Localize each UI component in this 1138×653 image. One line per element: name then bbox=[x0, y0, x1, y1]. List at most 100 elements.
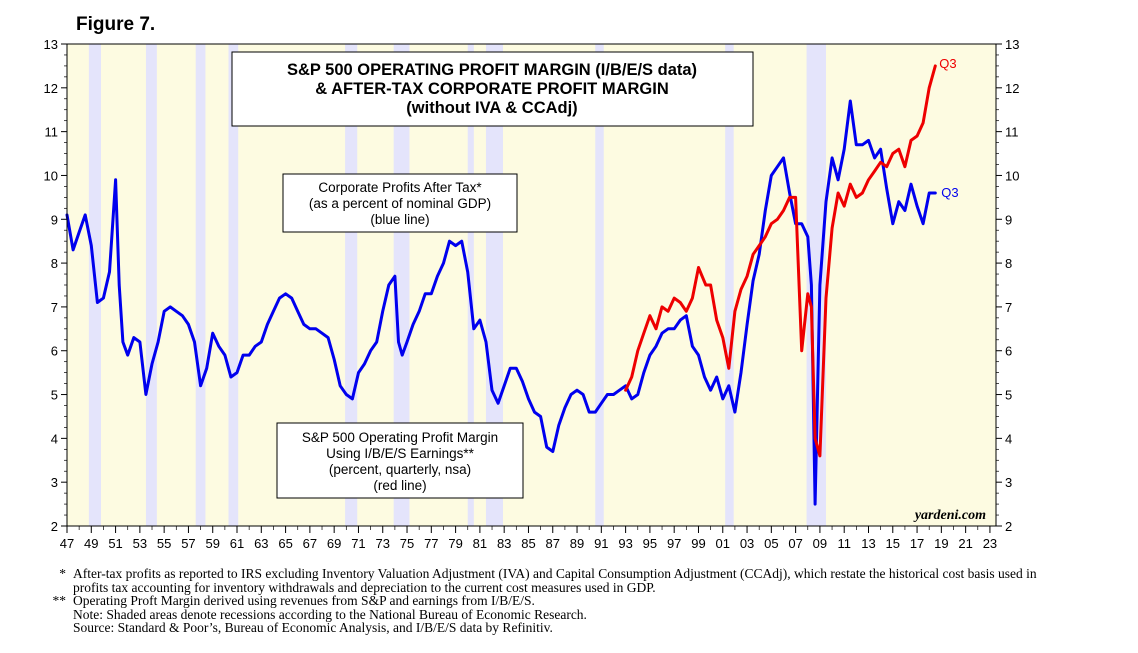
x-tick-label: 15 bbox=[886, 536, 900, 551]
x-tick-label: 55 bbox=[157, 536, 171, 551]
x-tick-label: 09 bbox=[813, 536, 827, 551]
x-tick-label: 89 bbox=[570, 536, 584, 551]
red-box-line-4: (red line) bbox=[373, 478, 426, 493]
y-tick-label-right: 6 bbox=[1005, 344, 1012, 359]
y-tick-label-right: 3 bbox=[1005, 475, 1012, 490]
footnote-4-mark bbox=[40, 621, 73, 635]
x-tick-label: 49 bbox=[84, 536, 98, 551]
x-tick-label: 07 bbox=[788, 536, 802, 551]
y-tick-label-right: 9 bbox=[1005, 212, 1012, 227]
recession-band-8 bbox=[595, 44, 604, 526]
x-tick-label: 67 bbox=[303, 536, 317, 551]
footnote-2: ** Operating Proft Margin derived using … bbox=[40, 594, 1040, 608]
y-tick-label-left: 6 bbox=[51, 344, 58, 359]
x-tick-label: 13 bbox=[861, 536, 875, 551]
x-tick-label: 85 bbox=[521, 536, 535, 551]
recession-band-2 bbox=[195, 44, 206, 526]
title-box: S&P 500 OPERATING PROFIT MARGIN (I/B/E/S… bbox=[231, 51, 754, 127]
red-annotation-box: S&P 500 Operating Profit Margin Using I/… bbox=[276, 422, 524, 499]
x-tick-label: 01 bbox=[716, 536, 730, 551]
footnotes: * After-tax profits as reported to IRS e… bbox=[40, 567, 1040, 635]
x-tick-label: 69 bbox=[327, 536, 341, 551]
blue-series-end-label: Q3 bbox=[941, 185, 958, 200]
y-tick-label-left: 4 bbox=[51, 431, 58, 446]
y-tick-label-left: 8 bbox=[51, 256, 58, 271]
x-tick-label: 77 bbox=[424, 536, 438, 551]
x-tick-label: 79 bbox=[448, 536, 462, 551]
x-tick-label: 47 bbox=[60, 536, 74, 551]
x-tick-label: 11 bbox=[837, 536, 851, 551]
recession-band-3 bbox=[228, 44, 239, 526]
x-tick-label: 81 bbox=[473, 536, 487, 551]
series-lines bbox=[65, 64, 937, 506]
y-tick-label-left: 10 bbox=[44, 168, 58, 183]
y-tick-label-right: 10 bbox=[1005, 168, 1019, 183]
recession-band-7 bbox=[485, 44, 503, 526]
footnote-1-text: After-tax profits as reported to IRS exc… bbox=[73, 566, 1037, 595]
x-tick-label: 91 bbox=[594, 536, 608, 551]
x-tick-label: 73 bbox=[376, 536, 390, 551]
y-tick-label-left: 5 bbox=[51, 388, 58, 403]
blue-box-line-2: (as a percent of nominal GDP) bbox=[309, 196, 491, 211]
y-tick-label-left: 12 bbox=[44, 81, 58, 96]
recession-band-4 bbox=[345, 44, 358, 526]
footnote-3-mark bbox=[40, 608, 73, 622]
footnote-4-text: Source: Standard & Poor’s, Bureau of Eco… bbox=[73, 620, 553, 635]
footnote-4: Source: Standard & Poor’s, Bureau of Eco… bbox=[40, 621, 1040, 635]
y-tick-label-right: 13 bbox=[1005, 37, 1019, 52]
plot-frame bbox=[66, 43, 997, 527]
watermark: yardeni.com bbox=[913, 508, 986, 523]
x-tick-label: 61 bbox=[230, 536, 244, 551]
red-box-line-2: Using I/B/E/S Earnings** bbox=[326, 446, 475, 461]
y-tick-label-left: 2 bbox=[51, 519, 58, 534]
footnote-3: Note: Shaded areas denote recessions acc… bbox=[40, 606, 1040, 622]
red-box-line-1: S&P 500 Operating Profit Margin bbox=[302, 430, 498, 445]
y-tick-label-right: 5 bbox=[1005, 388, 1012, 403]
title-line-1: S&P 500 OPERATING PROFIT MARGIN (I/B/E/S… bbox=[287, 61, 697, 79]
red-box-line-3: (percent, quarterly, nsa) bbox=[329, 462, 471, 477]
x-tick-label: 95 bbox=[643, 536, 657, 551]
x-tick-label: 99 bbox=[691, 536, 705, 551]
title-line-3: (without IVA & CCAdj) bbox=[406, 99, 577, 117]
x-tick-label: 23 bbox=[983, 536, 997, 551]
recession-band-5 bbox=[393, 44, 410, 526]
x-tick-label: 65 bbox=[278, 536, 292, 551]
y-tick-label-left: 7 bbox=[51, 300, 58, 315]
recession-band-6 bbox=[467, 44, 474, 526]
y-tick-label-right: 8 bbox=[1005, 256, 1012, 271]
figure-label: Figure 7. bbox=[76, 14, 156, 35]
blue-annotation-box: Corporate Profits After Tax* (as a perce… bbox=[282, 173, 518, 233]
footnote-2-text: Operating Proft Margin derived using rev… bbox=[73, 593, 535, 608]
recession-band-1 bbox=[145, 44, 157, 526]
y-tick-label-right: 4 bbox=[1005, 431, 1012, 446]
red-series-line bbox=[624, 64, 937, 458]
x-tick-label: 59 bbox=[205, 536, 219, 551]
x-tick-label: 75 bbox=[400, 536, 414, 551]
red-series-end-label: Q3 bbox=[939, 56, 956, 71]
blue-box-line-1: Corporate Profits After Tax* bbox=[318, 180, 482, 195]
x-tick-label: 51 bbox=[108, 536, 122, 551]
recession-band-9 bbox=[725, 44, 734, 526]
y-tick-label-left: 13 bbox=[44, 37, 58, 52]
x-tick-label: 97 bbox=[667, 536, 681, 551]
y-tick-label-left: 9 bbox=[51, 212, 58, 227]
footnote-3-text: Note: Shaded areas denote recessions acc… bbox=[73, 606, 587, 622]
x-tick-label: 05 bbox=[764, 536, 778, 551]
blue-box-line-3: (blue line) bbox=[370, 212, 429, 227]
title-line-2: & AFTER-TAX CORPORATE PROFIT MARGIN bbox=[315, 80, 669, 98]
y-tick-label-right: 7 bbox=[1005, 300, 1012, 315]
x-tick-label: 53 bbox=[133, 536, 147, 551]
y-tick-label-right: 2 bbox=[1005, 519, 1012, 534]
x-tick-label: 83 bbox=[497, 536, 511, 551]
x-tick-label: 71 bbox=[351, 536, 365, 551]
y-tick-label-right: 11 bbox=[1005, 125, 1019, 140]
y-tick-label-right: 12 bbox=[1005, 81, 1019, 96]
x-tick-label: 03 bbox=[740, 536, 754, 551]
x-tick-label: 93 bbox=[618, 536, 632, 551]
footnote-1-mark: * bbox=[59, 566, 66, 581]
y-tick-label-left: 3 bbox=[51, 475, 58, 490]
x-tick-label: 17 bbox=[910, 536, 924, 551]
footnote-1: * After-tax profits as reported to IRS e… bbox=[40, 567, 1040, 594]
